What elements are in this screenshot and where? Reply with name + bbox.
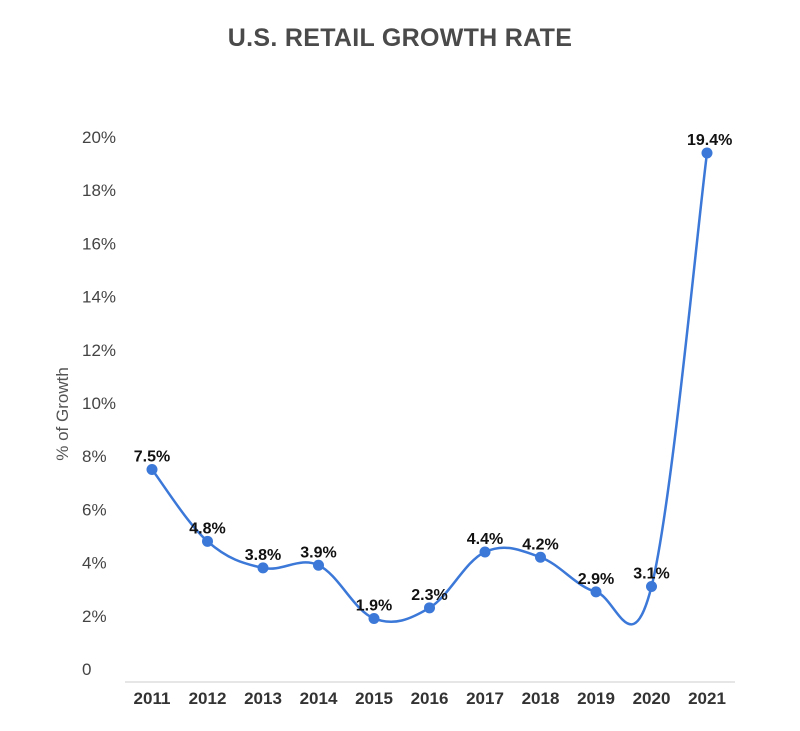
data-point [646,581,657,593]
data-label: 7.5% [134,449,170,466]
y-tick-label: 16% [82,234,116,253]
x-tick-label: 2020 [633,689,671,708]
data-label: 4.8% [189,520,225,537]
data-label: 3.1% [633,566,669,583]
data-label: 3.8% [245,547,281,564]
data-label: 1.9% [356,597,392,614]
y-tick-label: 8% [82,447,107,466]
x-tick-label: 2011 [134,689,171,708]
y-tick-label: 0 [82,660,91,679]
y-tick-label: 12% [82,341,116,360]
data-point [202,535,213,547]
data-point [146,464,158,475]
data-label: 2.9% [578,571,614,588]
data-points [146,147,713,624]
y-tick-label: 4% [82,554,107,573]
data-point [368,612,380,624]
data-labels: 7.5% 4.8% 3.8% 3.9% 1.9% 2.3% 4.4% 4.2% 2.9% 3.1%… [134,132,733,615]
data-point [590,586,602,598]
x-tick-label: 2013 [244,689,282,708]
data-label: 2.3% [411,587,447,604]
y-axis-ticks: 0 2% 4% 6% 8% 10% 12% 14% 16% 18% 20% [82,128,116,679]
data-point [424,602,435,614]
series-line [151,152,709,626]
y-axis-label: % of Growth [53,367,72,461]
x-tick-label: 2015 [355,689,393,708]
data-point [313,559,324,571]
data-point [701,147,713,159]
data-label: 4.2% [522,536,558,553]
x-tick-label: 2014 [300,689,338,708]
y-tick-label: 14% [82,288,116,307]
data-point [535,551,546,563]
chart-title: U.S. RETAIL GROWTH RATE [227,24,573,52]
data-label: 4.4% [467,531,503,548]
data-label: 19.4% [687,132,732,149]
x-tick-label: 2017 [466,689,504,708]
data-point [257,562,269,574]
x-tick-label: 2021 [688,689,726,708]
y-tick-label: 2% [82,607,107,626]
data-point [479,546,491,558]
x-tick-label: 2012 [189,689,227,708]
data-label: 3.9% [300,544,336,561]
y-axis-label-group: % of Growth [53,367,72,461]
x-tick-label: 2016 [411,689,449,708]
y-tick-label: 10% [82,394,116,413]
y-tick-label: 6% [82,500,107,519]
x-tick-label: 2019 [577,689,615,708]
x-axis-ticks: 2011 2012 2013 2014 2015 2016 2017 2018 2019 2020… [134,689,726,708]
x-tick-label: 2018 [522,689,560,708]
y-tick-label: 18% [82,181,116,200]
y-tick-label: 20% [82,128,116,147]
